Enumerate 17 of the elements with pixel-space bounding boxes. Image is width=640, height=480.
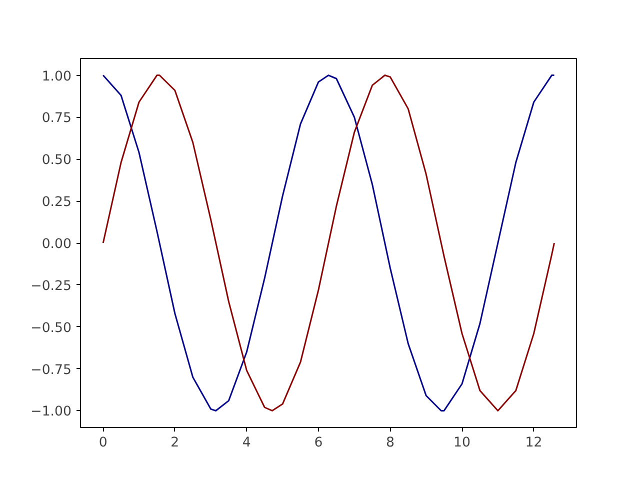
y-tick-label: −1.00 [30, 404, 72, 420]
x-tick-label: 6 [314, 436, 323, 450]
x-tick-label: 8 [386, 436, 394, 450]
line-series [102, 74, 555, 412]
x-tick-label: 12 [525, 436, 542, 450]
x-tick-label: 4 [242, 436, 251, 450]
y-tick-label: −0.25 [30, 278, 72, 294]
y-tick-label: 0.25 [42, 195, 72, 210]
x-tick-label: 2 [170, 436, 180, 450]
x-tick-label: 10 [454, 436, 470, 450]
y-tick-label: −0.50 [30, 320, 72, 336]
x-tick-label: 0 [98, 436, 108, 450]
y-tick-label: −0.75 [30, 362, 72, 378]
y-tick-label: 1.00 [42, 69, 72, 84]
y-tick-label: 0.75 [42, 111, 72, 126]
y-tick-label: 0.50 [42, 153, 72, 168]
y-tick-label: 0.00 [42, 237, 72, 252]
